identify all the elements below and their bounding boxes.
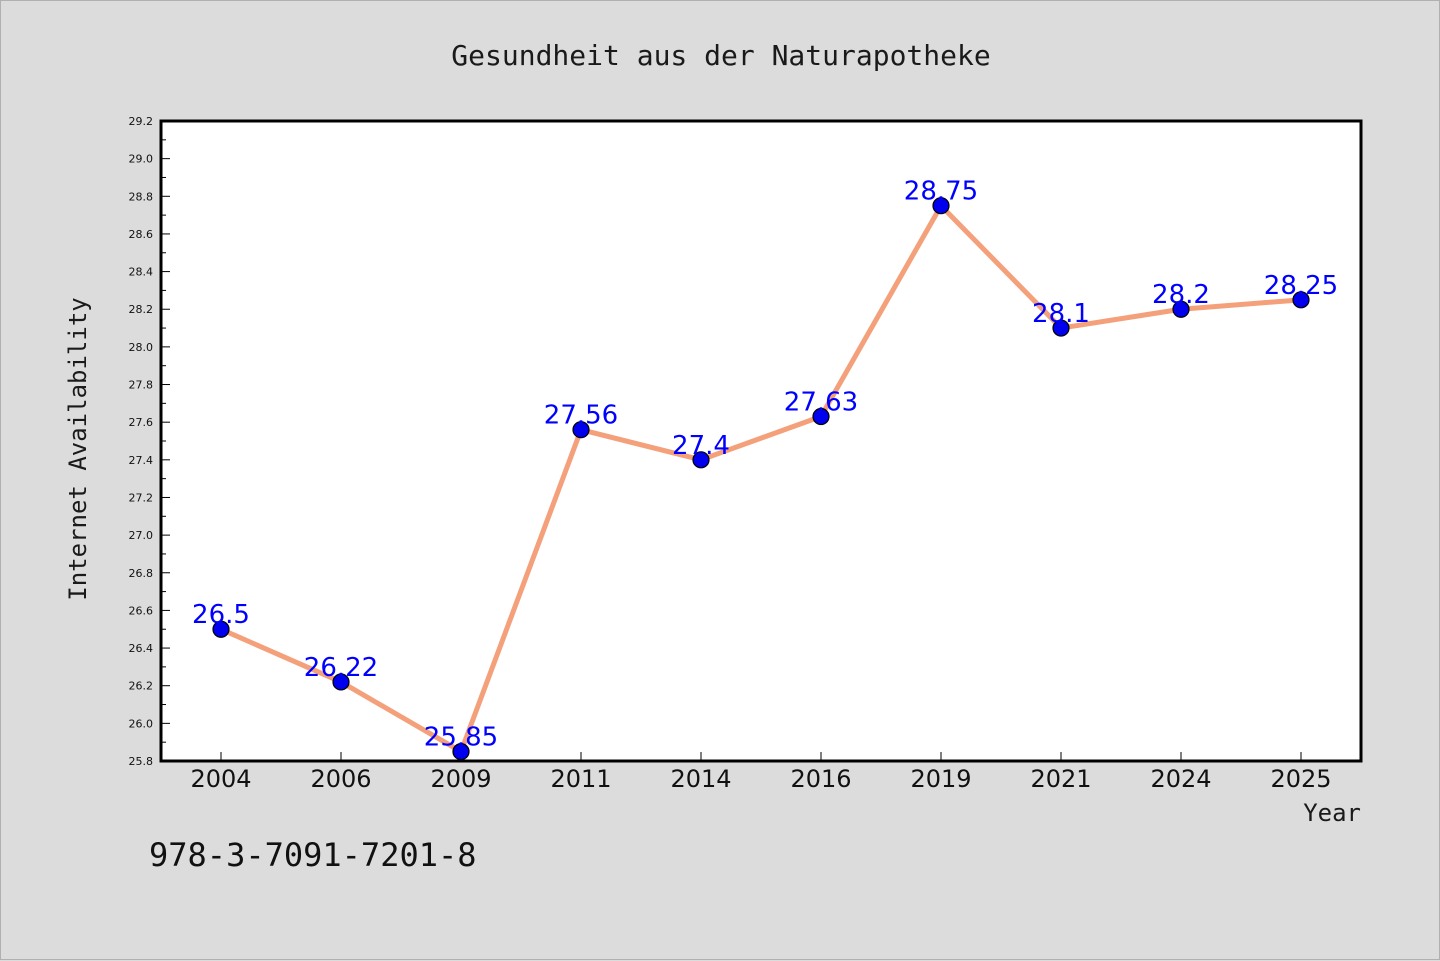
x-tick-label: 2019 [910, 765, 971, 793]
data-point [332, 673, 350, 691]
isbn-text: 978-3-7091-7201-8 [149, 836, 477, 874]
y-tick-label: 26.8 [129, 567, 154, 580]
series-layer [218, 203, 1304, 755]
y-axis: 25.8 26.0 26.2 26.4 26.6 26.8 27.0 27.2 27.4 27.6… [129, 115, 170, 768]
data-label: 26.5 [192, 600, 250, 630]
y-tick-label: 28.8 [129, 190, 154, 203]
x-tick-label: 2016 [790, 765, 851, 793]
data-label: 28.2 [1152, 280, 1210, 310]
x-tick-label: 2006 [310, 765, 371, 793]
y-tick-label: 28.0 [129, 341, 154, 354]
data-point [692, 451, 710, 469]
data-point [812, 407, 830, 426]
y-tick-label: 28.4 [129, 266, 154, 279]
y-tick-label: 26.6 [129, 604, 154, 617]
data-label: 27.63 [784, 388, 858, 418]
y-tick-label: 28.6 [129, 228, 154, 241]
y-tick-label: 26.4 [129, 642, 154, 655]
y-axis-title: Internet Availability [64, 297, 92, 600]
x-tick-label: 2021 [1030, 765, 1091, 793]
data-point [1292, 291, 1310, 309]
chart-title: Gesundheit aus der Naturapotheke [451, 39, 990, 72]
markers-layer [212, 197, 1310, 761]
series-line [218, 203, 1304, 755]
x-tick-label: 2004 [190, 765, 251, 793]
data-label: 27.56 [544, 401, 618, 431]
y-tick-label: 27.6 [129, 416, 154, 429]
data-label: 28.75 [904, 177, 978, 207]
data-point [1052, 319, 1070, 337]
x-tick-label: 2025 [1270, 765, 1331, 793]
data-label: 28.1 [1032, 299, 1090, 329]
data-labels-layer: 26.5 26.22 25.85 27.56 27.4 27.63 28.75 28.1 28.… [192, 177, 1338, 753]
data-label: 25.85 [424, 723, 498, 753]
plot-area [159, 119, 1363, 763]
x-tick-label: 2014 [670, 765, 731, 793]
data-point [212, 620, 230, 638]
data-point [932, 197, 950, 215]
data-label: 28.25 [1264, 271, 1338, 301]
x-tick-label: 2024 [1150, 765, 1211, 793]
y-tick-label: 29.2 [129, 115, 154, 128]
x-tick-label: 2011 [550, 765, 611, 793]
x-tick-label: 2009 [430, 765, 491, 793]
data-point [572, 421, 590, 439]
y-tick-label: 28.2 [129, 303, 154, 316]
y-tick-label: 26.2 [129, 680, 154, 693]
data-label: 27.4 [672, 431, 730, 461]
x-axis: 2004 2006 2009 2011 2014 2016 2019 2021 2024 2025 [190, 752, 1332, 793]
data-point [452, 742, 470, 761]
y-tick-label: 25.8 [129, 755, 154, 768]
y-tick-label: 26.0 [129, 717, 154, 730]
y-tick-label: 27.2 [129, 491, 154, 504]
data-label: 26.22 [304, 653, 378, 683]
y-tick-label: 29.0 [129, 153, 154, 166]
x-axis-title: Year [1303, 799, 1361, 827]
y-tick-label: 27.8 [129, 379, 154, 392]
y-tick-label: 27.0 [129, 529, 154, 542]
y-tick-label: 27.4 [129, 454, 154, 467]
data-point [1172, 300, 1190, 318]
